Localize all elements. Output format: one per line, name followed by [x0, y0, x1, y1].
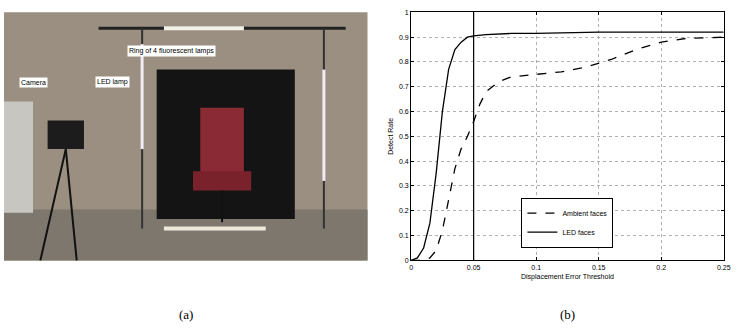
svg-text:0: 0 [405, 257, 409, 264]
svg-text:LED faces: LED faces [562, 229, 595, 236]
svg-text:0: 0 [409, 264, 413, 271]
svg-text:0.2: 0.2 [656, 264, 666, 271]
svg-text:0.1: 0.1 [399, 232, 409, 239]
svg-text:0.5: 0.5 [399, 133, 409, 140]
svg-text:0.4: 0.4 [399, 158, 409, 165]
svg-text:0.6: 0.6 [399, 108, 409, 115]
svg-text:0.3: 0.3 [399, 182, 409, 189]
svg-text:0.25: 0.25 [717, 264, 731, 271]
svg-text:Displacement Error Threshold: Displacement Error Threshold [521, 273, 614, 281]
svg-text:0.05: 0.05 [467, 264, 481, 271]
svg-text:Ring of 4 fluorescent lamps: Ring of 4 fluorescent lamps [129, 47, 214, 55]
svg-text:1: 1 [405, 9, 409, 16]
svg-text:(a): (a) [179, 307, 193, 322]
svg-text:0.7: 0.7 [399, 83, 409, 90]
svg-text:Camera: Camera [21, 79, 46, 86]
svg-text:Detect Rate: Detect Rate [387, 118, 394, 155]
svg-text:0.8: 0.8 [399, 58, 409, 65]
svg-text:0.15: 0.15 [592, 264, 606, 271]
svg-text:0.9: 0.9 [399, 34, 409, 41]
svg-text:0.1: 0.1 [531, 264, 541, 271]
svg-text:0.2: 0.2 [399, 207, 409, 214]
svg-text:(b): (b) [560, 307, 575, 322]
svg-text:LED lamp: LED lamp [97, 78, 128, 86]
svg-text:Ambient faces: Ambient faces [562, 210, 607, 217]
